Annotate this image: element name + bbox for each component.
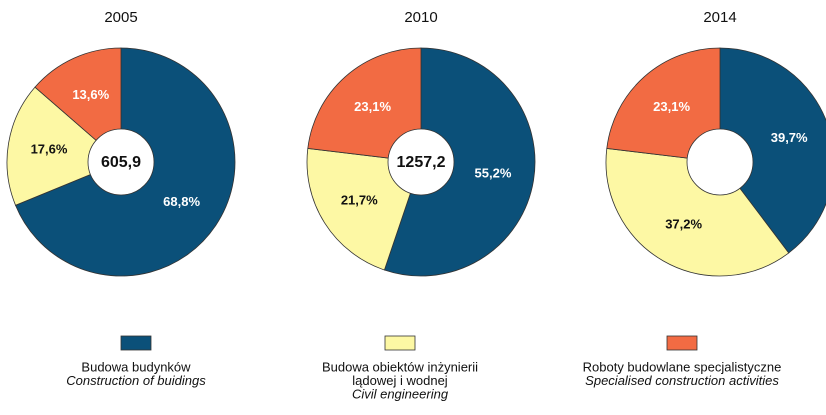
center-label: 1257,2 [397, 154, 446, 171]
center-label: 605,9 [101, 154, 141, 171]
pie-slice [606, 47, 721, 163]
pie-slice [605, 147, 790, 277]
legend-label: Roboty budowlane specjalistyczne [583, 359, 782, 374]
value-label: 23,1% [354, 99, 391, 114]
legend-swatch [666, 335, 698, 351]
pie-slice [34, 47, 122, 163]
pie-slice [307, 47, 422, 163]
value-label: 37,2% [665, 217, 702, 232]
legend-label: lądowej i wodnej [352, 373, 448, 388]
legend-swatch [384, 335, 416, 351]
pie-title: 2010 [404, 9, 437, 26]
donut-hole [387, 128, 455, 196]
value-label: 21,7% [341, 192, 378, 207]
value-label: 68,8% [163, 194, 200, 209]
legend-label: Budowa budynków [81, 359, 191, 374]
donut-hole [686, 128, 754, 196]
legend-translation: Specialised construction activities [585, 373, 779, 388]
value-label: 13,6% [72, 87, 109, 102]
legend-swatch [120, 335, 152, 351]
pie-slice [6, 86, 122, 206]
legend-translation: Construction of buidings [66, 373, 206, 388]
legend-translation: Civil engineering [352, 386, 449, 401]
donut-hole [87, 128, 155, 196]
pie-slice [383, 47, 536, 277]
value-label: 55,2% [475, 165, 512, 180]
value-label: 17,6% [31, 142, 68, 157]
value-label: 23,1% [653, 99, 690, 114]
legend-label: Budowa obiektów inżynierii [322, 359, 478, 374]
pie-title: 2014 [703, 9, 736, 26]
pie-slice [719, 47, 826, 254]
pie-title: 2005 [104, 9, 137, 26]
value-label: 39,7% [771, 130, 808, 145]
